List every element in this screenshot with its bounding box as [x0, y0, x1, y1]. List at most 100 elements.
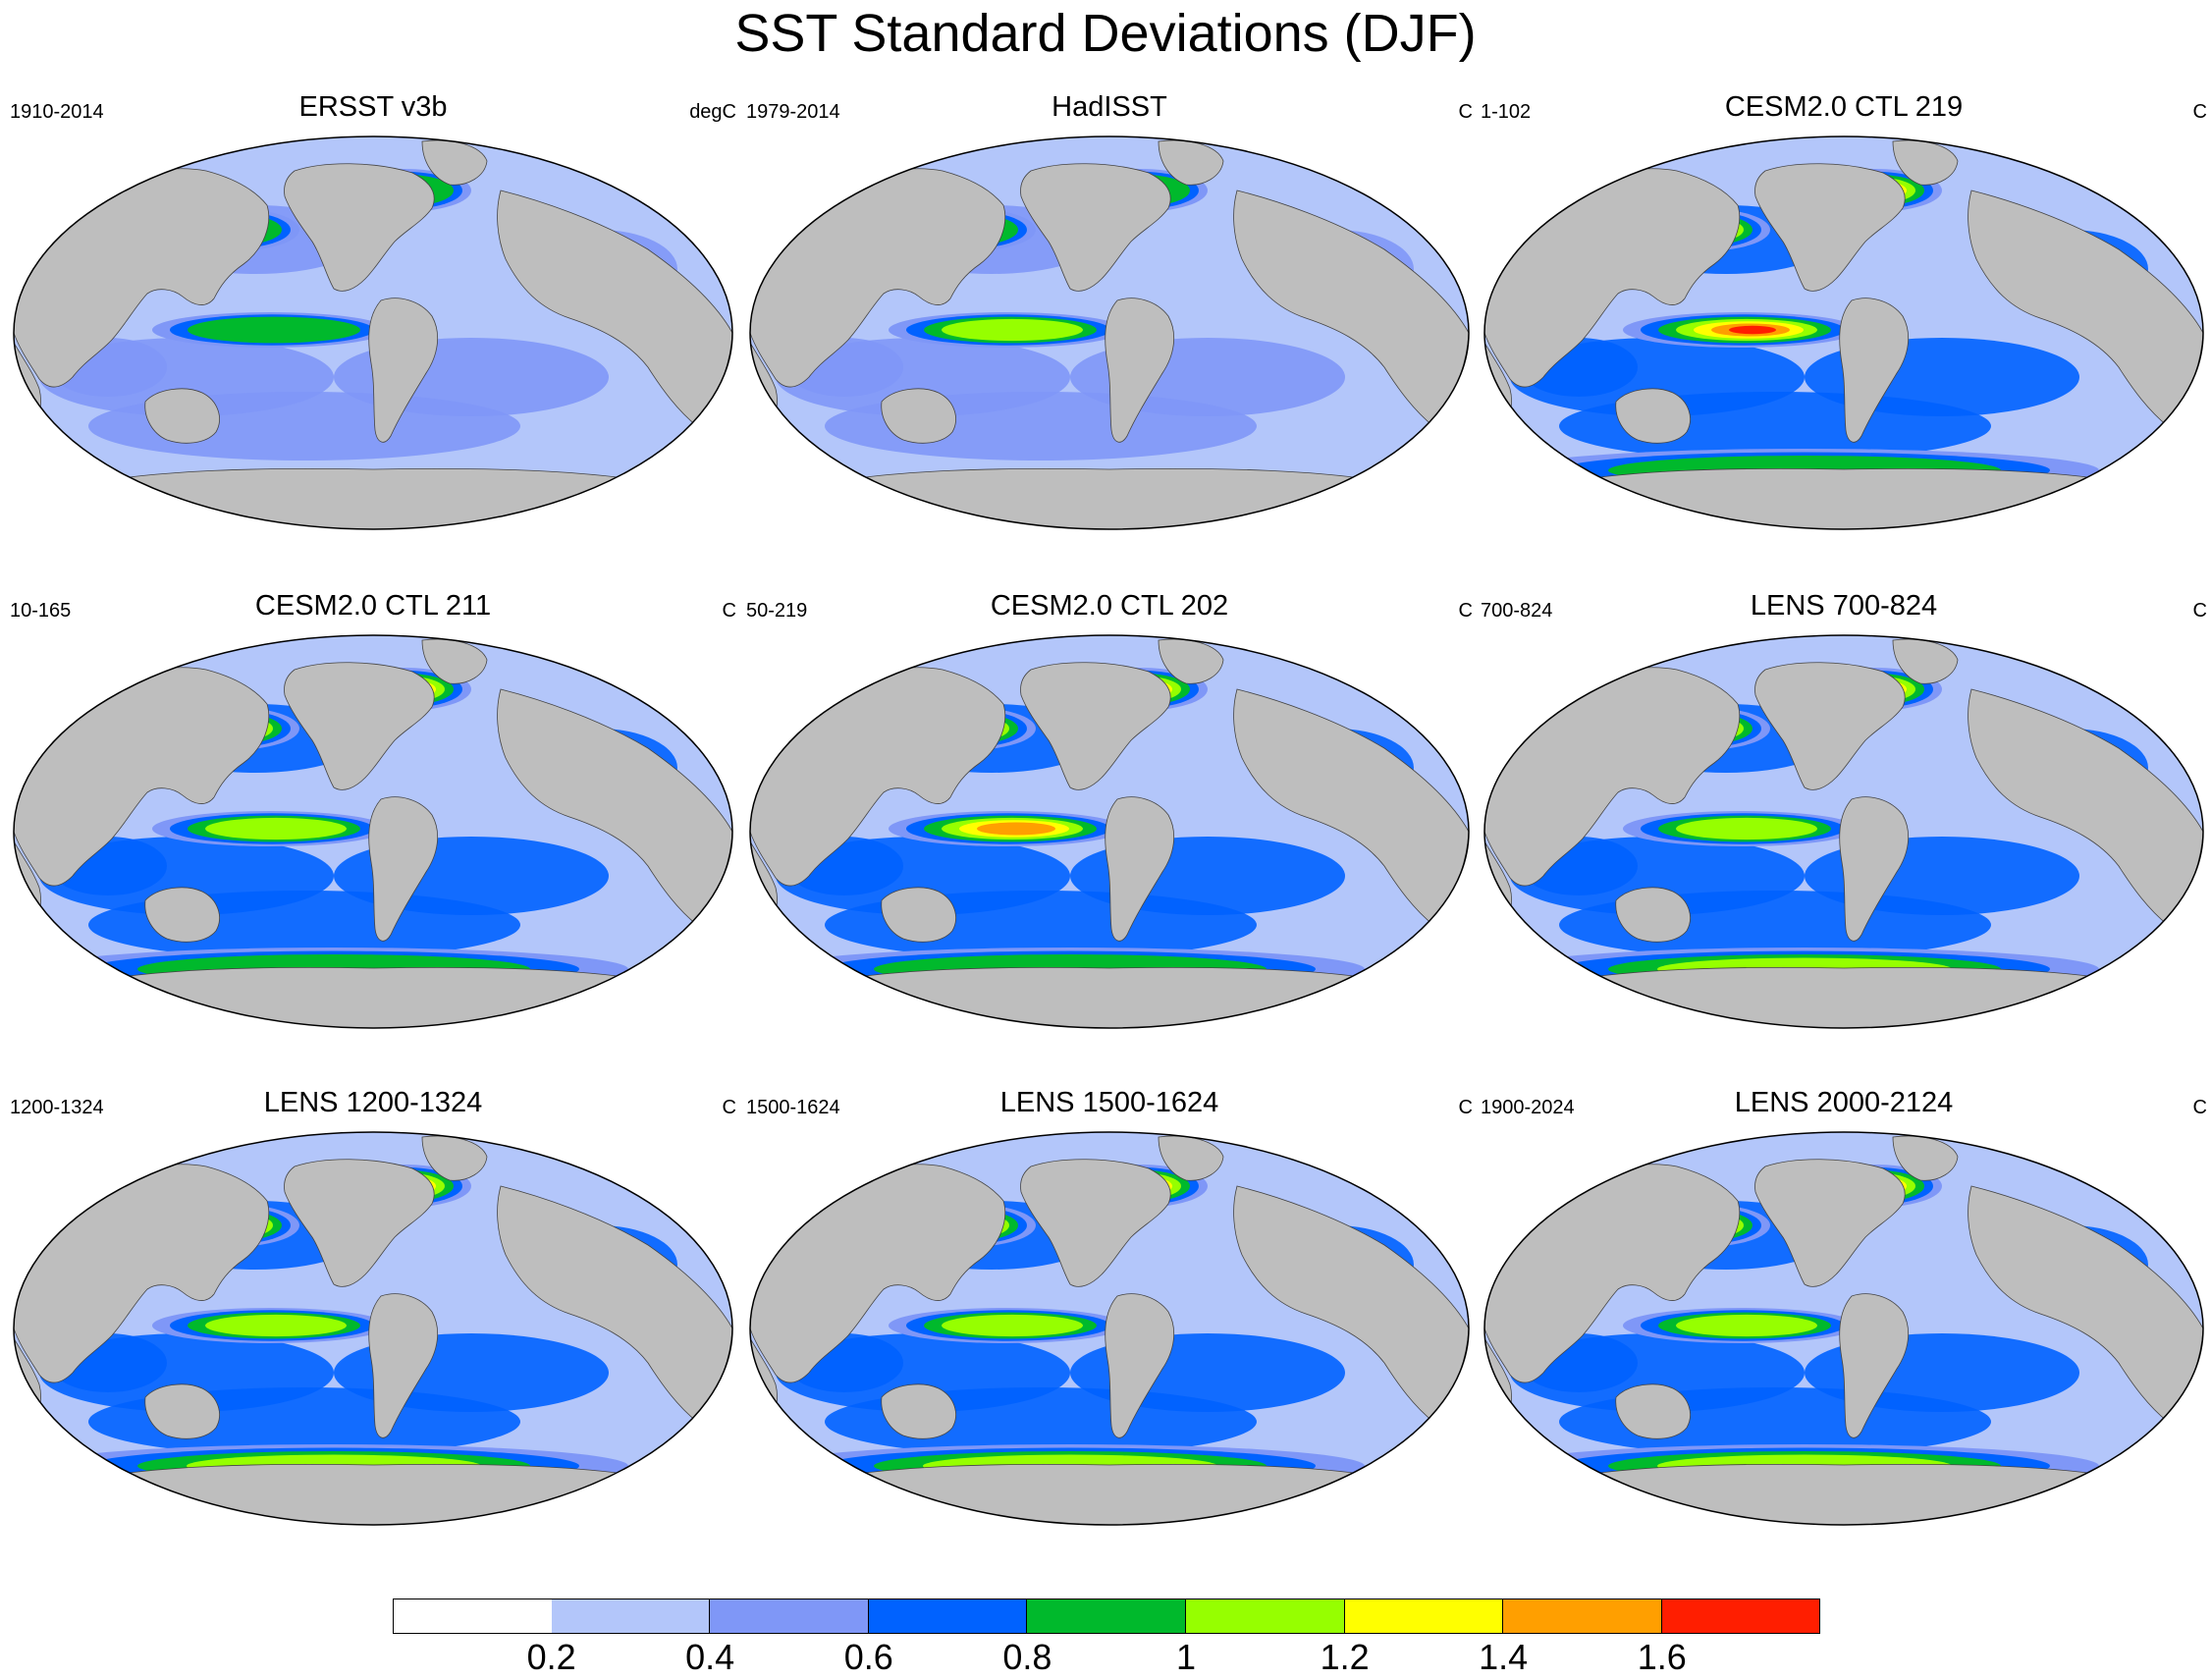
sst-map [749, 634, 1470, 1029]
sst-map [13, 135, 733, 530]
land-mass [1892, 638, 1959, 684]
sst-map [749, 135, 1470, 530]
panel-units: C [2192, 600, 2207, 622]
colorbar-segment [1503, 1599, 1662, 1634]
panel-years: 1200-1324 [10, 1097, 104, 1118]
panel-years: 10-165 [10, 600, 72, 622]
colorbar-segment [1186, 1599, 1345, 1634]
enso-tongue [942, 1314, 1083, 1337]
panel-title: LENS 1500-1624 [999, 1087, 1219, 1118]
enso-tongue [1729, 325, 1776, 335]
land-mass [1020, 662, 1171, 790]
panel-units: C [722, 1097, 736, 1118]
land-mass [1754, 1159, 1906, 1287]
land-mass [497, 688, 732, 926]
panel-years: 50-219 [746, 600, 808, 622]
land-mass [284, 163, 435, 292]
map-panel: CESM2.0 CTL 202 50-219 C [746, 589, 1473, 1031]
map-panel: CESM2.0 CTL 211 10-165 C [10, 589, 736, 1031]
colorbar-tick-label: 0.8 [1002, 1637, 1052, 1677]
colorbar [393, 1599, 1821, 1634]
map-panel: LENS 700-824 700-824 C [1481, 589, 2207, 1031]
panel-units: C [1458, 1097, 1473, 1118]
land-mass [284, 662, 435, 790]
land-mass [421, 139, 488, 186]
land-mass [1233, 1185, 1469, 1423]
land-mass [497, 1185, 732, 1423]
colorbar-segment [1344, 1599, 1504, 1634]
enso-tongue [188, 316, 360, 344]
map-border [13, 135, 733, 530]
map-border [1483, 135, 2204, 530]
land-mass [368, 298, 438, 443]
panel-title: LENS 700-824 [1750, 590, 1938, 622]
map-border [1483, 634, 2204, 1029]
panel-units: degC [689, 101, 736, 123]
enso-tongue [205, 1314, 347, 1337]
land-mass [1968, 1185, 2203, 1423]
map-panel: CESM2.0 CTL 219 1-102 C [1481, 90, 2207, 532]
land-mass [144, 1383, 220, 1439]
colorbar-tick-label: 1.2 [1320, 1637, 1370, 1677]
map-border [749, 1131, 1470, 1526]
land-mass [1968, 688, 2203, 926]
colorbar-tick-label: 0.2 [526, 1637, 576, 1677]
panel-title: HadISST [1052, 91, 1167, 123]
land-mass [77, 966, 670, 1028]
land-mass [1615, 1383, 1691, 1439]
sst-map [13, 634, 733, 1029]
land-mass [1233, 190, 1469, 427]
land-mass [284, 1159, 435, 1287]
enso-tongue [977, 822, 1055, 836]
land-mass [1158, 638, 1224, 684]
colorbar-segment [710, 1599, 869, 1634]
map-border [749, 634, 1470, 1029]
figure-title: SST Standard Deviations (DJF) [734, 4, 1477, 63]
land-mass [1839, 796, 1909, 942]
land-mass [813, 467, 1406, 529]
colorbar-segment [551, 1599, 711, 1634]
land-mass [1839, 298, 1909, 443]
panel-title: CESM2.0 CTL 202 [990, 590, 1229, 622]
panel-units: C [2192, 101, 2207, 123]
land-mass [1105, 298, 1174, 443]
land-mass [421, 638, 488, 684]
panel-years: 1910-2014 [10, 101, 104, 123]
panel-years: 1-102 [1481, 101, 1532, 123]
land-mass [1547, 1463, 2140, 1525]
land-mass [368, 1293, 438, 1438]
map-border [13, 634, 733, 1029]
panel-units: C [2192, 1097, 2207, 1118]
land-mass [77, 467, 670, 529]
land-mass [881, 1383, 956, 1439]
enso-tongue [1676, 1314, 1817, 1337]
land-mass [1615, 887, 1691, 943]
sst-map [1483, 135, 2204, 530]
panel-title: CESM2.0 CTL 211 [254, 590, 492, 622]
panel-title: CESM2.0 CTL 219 [1724, 91, 1964, 123]
map-panel: LENS 1200-1324 1200-1324 C [10, 1086, 736, 1528]
land-mass [1158, 139, 1224, 186]
colorbar-tick-label: 0.6 [843, 1637, 893, 1677]
land-mass [1547, 966, 2140, 1028]
panel-years: 1500-1624 [746, 1097, 840, 1118]
land-mass [1547, 467, 2140, 529]
land-mass [813, 1463, 1406, 1525]
map-panel: ERSST v3b 1910-2014 degC [10, 90, 736, 532]
land-mass [77, 1463, 670, 1525]
sst-map [13, 1131, 733, 1526]
land-mass [368, 796, 438, 942]
land-mass [1233, 688, 1469, 926]
land-mass [144, 887, 220, 943]
panel-years: 1900-2024 [1481, 1097, 1575, 1118]
land-mass [144, 388, 220, 444]
panel-title: ERSST v3b [298, 91, 448, 123]
map-border [1483, 1131, 2204, 1526]
land-mass [1105, 1293, 1174, 1438]
map-panel: LENS 2000-2124 1900-2024 C [1481, 1086, 2207, 1528]
panel-years: 700-824 [1481, 600, 1553, 622]
land-mass [1839, 1293, 1909, 1438]
sst-map [1483, 1131, 2204, 1526]
enso-tongue [1676, 817, 1817, 840]
land-mass [1020, 1159, 1171, 1287]
